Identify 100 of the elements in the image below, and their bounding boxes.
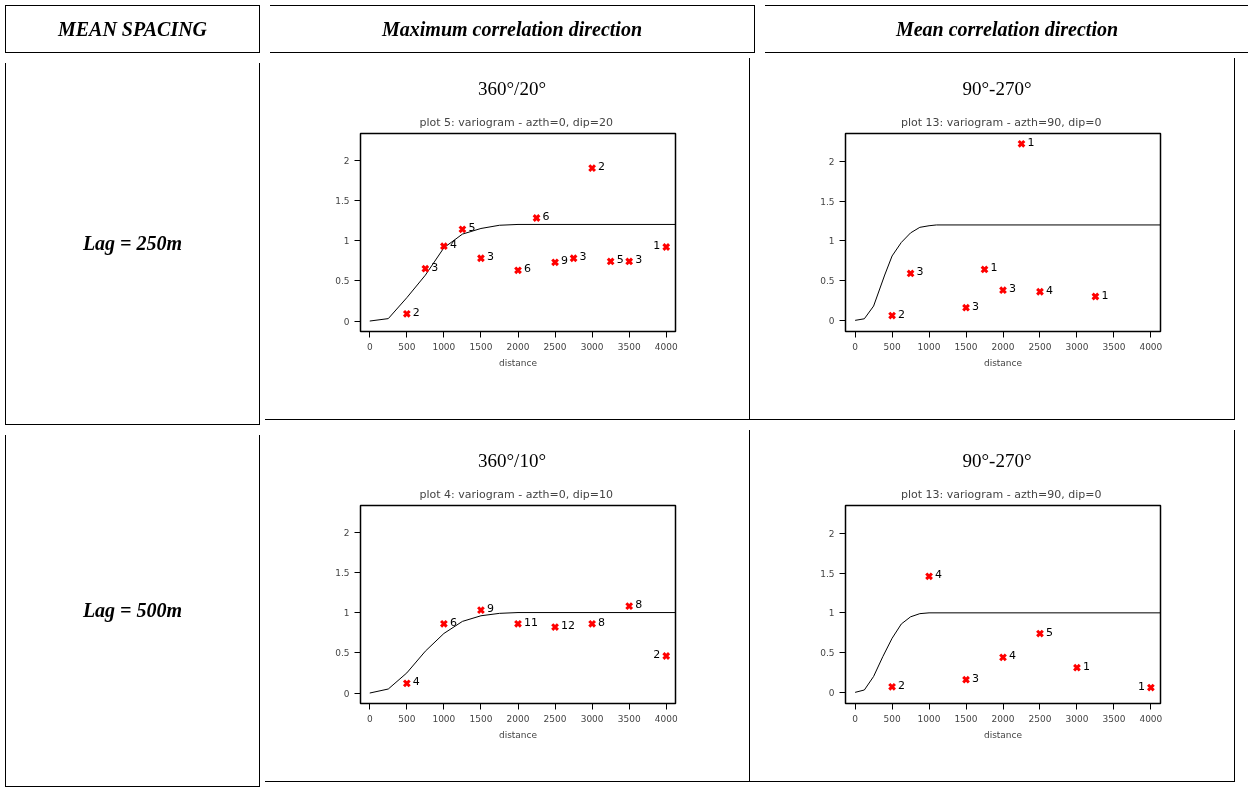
annotation: 3 xyxy=(972,671,980,685)
annotation: 1 xyxy=(1082,659,1090,673)
x-tick-label: 1500 xyxy=(954,713,978,724)
x-tick-label: 3000 xyxy=(580,713,604,724)
annotation: 2 xyxy=(653,648,661,662)
annotation: 6 xyxy=(449,615,457,629)
chart-title: plot 13: variogram - azth=90, dip=0 xyxy=(901,487,1102,501)
y-tick-label: 1 xyxy=(828,608,835,619)
x-tick-label: 1500 xyxy=(469,341,493,352)
x-axis-title: distance xyxy=(498,357,538,368)
x-tick-label: 3500 xyxy=(617,713,641,724)
annotation: 3 xyxy=(486,250,494,264)
annotation: 8 xyxy=(635,598,643,612)
chart-title: plot 4: variogram - azth=0, dip=10 xyxy=(419,487,614,501)
annotation: 1 xyxy=(1101,288,1109,302)
x-tick-label: 0 xyxy=(366,341,373,352)
x-tick-label: 2000 xyxy=(991,713,1015,724)
chart-title: plot 5: variogram - azth=0, dip=20 xyxy=(419,115,614,129)
annotation: 5 xyxy=(1045,625,1053,639)
annotation: 3 xyxy=(431,260,439,274)
x-tick-label: 1500 xyxy=(469,713,493,724)
annotation: 1 xyxy=(1137,679,1145,693)
text: Lag = 250m xyxy=(82,231,183,257)
x-tick-label: 500 xyxy=(883,713,901,724)
y-tick-label: 0 xyxy=(343,688,350,699)
annotation: 2 xyxy=(598,160,606,174)
annotation: 1 xyxy=(653,238,661,252)
chart-subtitle: 90°-270° xyxy=(962,77,1032,101)
y-tick-label: 1 xyxy=(828,236,835,247)
x-tick-label: 4000 xyxy=(654,341,678,352)
annotation: 1 xyxy=(990,261,998,275)
chart-subtitle: 90°-270° xyxy=(962,449,1032,473)
x-tick-label: 2500 xyxy=(1028,341,1052,352)
y-tick-label: 0.5 xyxy=(820,648,835,659)
x-tick-label: 2000 xyxy=(991,341,1015,352)
annotation: 5 xyxy=(616,253,624,267)
annotation: 9 xyxy=(561,254,569,268)
x-tick-label: 4000 xyxy=(1139,713,1163,724)
x-tick-label: 2000 xyxy=(506,713,530,724)
x-tick-label: 3000 xyxy=(1065,713,1089,724)
annotation: 2 xyxy=(898,678,906,692)
text: Lag = 500m xyxy=(82,598,183,624)
y-tick-label: 1.5 xyxy=(820,568,835,579)
annotation: 6 xyxy=(542,210,550,224)
annotation: 4 xyxy=(1045,283,1053,297)
y-tick-label: 0 xyxy=(343,316,350,327)
x-tick-label: 0 xyxy=(366,713,373,724)
x-tick-label: 1000 xyxy=(432,713,456,724)
x-tick-label: 1000 xyxy=(917,713,941,724)
y-tick-label: 0 xyxy=(828,315,835,326)
annotation: 6 xyxy=(524,262,531,276)
x-tick-label: 2000 xyxy=(506,341,530,352)
x-tick-label: 2500 xyxy=(543,713,567,724)
annotation: 3 xyxy=(635,253,643,267)
y-tick-label: 0.5 xyxy=(335,276,350,287)
y-tick-label: 1 xyxy=(343,608,350,619)
chart-title: plot 13: variogram - azth=90, dip=0 xyxy=(901,115,1102,129)
x-tick-label: 3500 xyxy=(1102,713,1126,724)
y-tick-label: 1.5 xyxy=(335,567,350,578)
annotation: 4 xyxy=(935,568,943,582)
annotation: 4 xyxy=(412,675,420,689)
point xyxy=(550,622,560,632)
annotation: 1 xyxy=(1027,135,1035,149)
y-tick-label: 2 xyxy=(343,155,350,166)
line-series xyxy=(854,224,1161,321)
y-tick-label: 0 xyxy=(828,687,835,698)
x-tick-label: 500 xyxy=(883,341,901,352)
x-tick-label: 4000 xyxy=(1139,341,1163,352)
x-tick-label: 0 xyxy=(852,713,859,724)
x-tick-label: 1000 xyxy=(432,341,456,352)
chart-subtitle: 360°/20° xyxy=(478,77,546,101)
annotation: 2 xyxy=(412,305,420,319)
x-tick-label: 3000 xyxy=(1065,341,1089,352)
x-tick-label: 3500 xyxy=(617,341,641,352)
annotation: 3 xyxy=(1009,282,1016,296)
x-tick-label: 2500 xyxy=(1028,713,1052,724)
text: Maximum correlation direction xyxy=(381,16,643,42)
x-tick-label: 0 xyxy=(852,341,859,352)
text: Mean correlation direction xyxy=(895,16,1119,42)
annotation: 9 xyxy=(486,602,494,616)
line-series xyxy=(854,612,1161,693)
y-tick-label: 2 xyxy=(343,527,350,538)
y-tick-label: 2 xyxy=(828,156,835,167)
line-series xyxy=(369,612,676,694)
annotation: 2 xyxy=(898,307,906,321)
x-axis-title: distance xyxy=(498,729,538,740)
x-tick-label: 1000 xyxy=(917,341,941,352)
annotation: 5 xyxy=(468,221,476,235)
annotation: 3 xyxy=(579,250,587,264)
annotation: 4 xyxy=(449,238,457,252)
annotation: 11 xyxy=(524,615,538,629)
chart-subtitle: 360°/10° xyxy=(478,449,546,473)
x-axis-title: distance xyxy=(983,729,1023,740)
x-tick-label: 4000 xyxy=(654,713,678,724)
x-tick-label: 3000 xyxy=(580,341,604,352)
x-tick-label: 3500 xyxy=(1102,341,1126,352)
annotation: 3 xyxy=(972,299,980,313)
y-tick-label: 1 xyxy=(343,236,350,247)
x-tick-label: 2500 xyxy=(543,341,567,352)
annotation: 8 xyxy=(598,615,606,629)
